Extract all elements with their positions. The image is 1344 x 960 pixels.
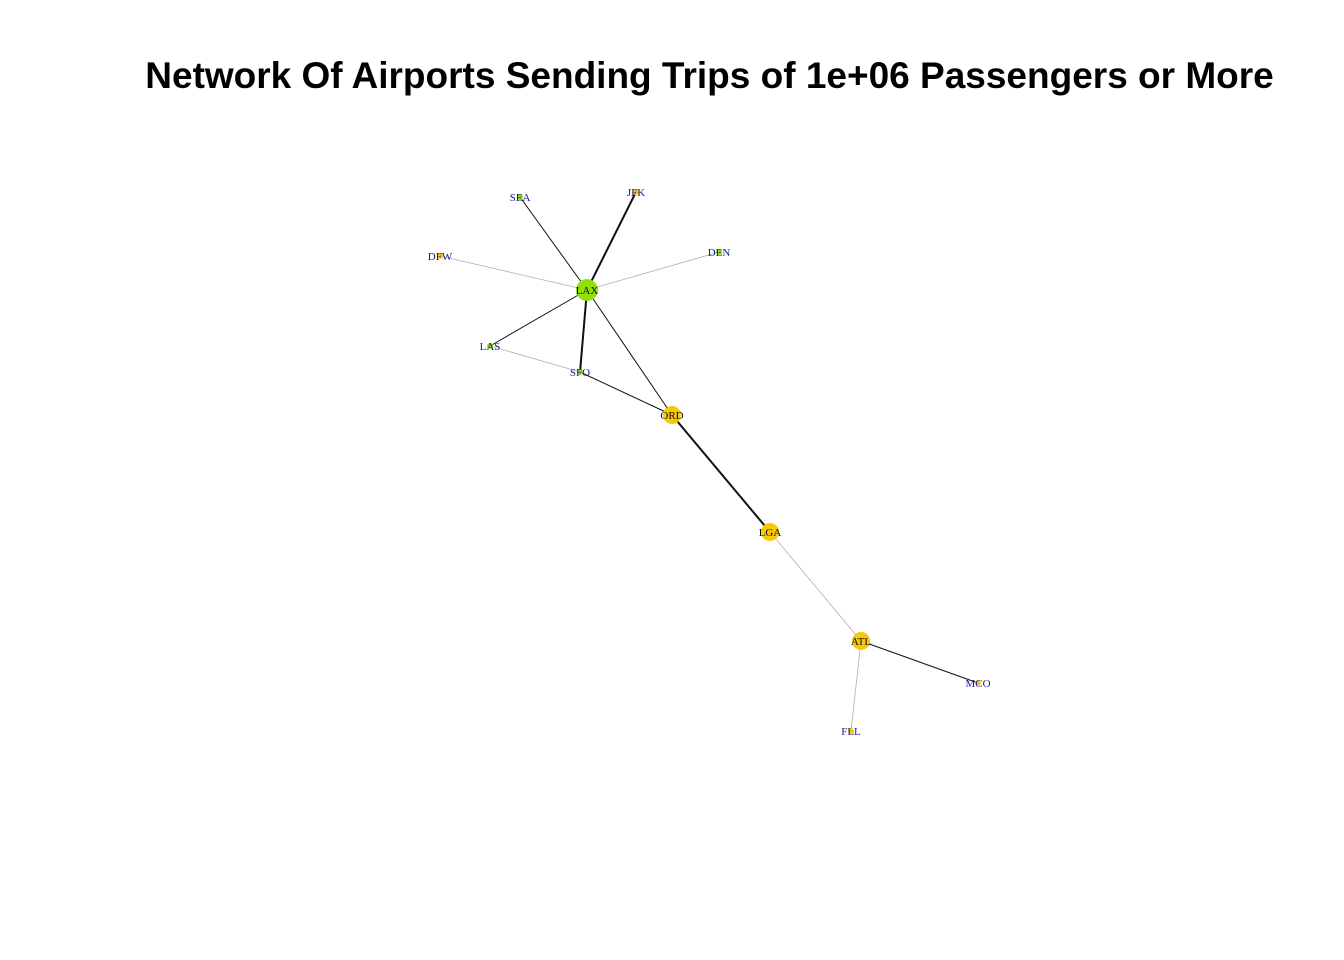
- node-marker: [487, 343, 493, 349]
- edge-lax-dfw: [439, 255, 588, 291]
- node-sea: SEA: [510, 192, 531, 204]
- edge-lax-las: [489, 289, 588, 347]
- node-marker: [663, 406, 681, 424]
- edge-ord-lga: [671, 414, 771, 533]
- node-marker: [633, 189, 639, 195]
- node-marker: [761, 523, 779, 541]
- node-marker: [848, 728, 854, 734]
- node-label: MCO: [965, 678, 990, 690]
- node-label: DFW: [428, 251, 453, 263]
- edge-lga-atl: [769, 531, 862, 642]
- node-atl: ATL: [851, 632, 871, 650]
- edge-lax-jfk: [586, 191, 637, 291]
- edge-lax-sfo: [579, 289, 588, 373]
- node-marker: [716, 249, 722, 255]
- chart-title: Network Of Airports Sending Trips of 1e+…: [145, 55, 1274, 96]
- node-label: SEA: [510, 192, 531, 204]
- node-den: DEN: [708, 247, 731, 259]
- edge-lax-den: [586, 251, 720, 291]
- edge-sfo-ord: [579, 371, 673, 416]
- edge-lax-sea: [519, 196, 588, 291]
- node-las: LAS: [480, 341, 501, 353]
- node-label: LAS: [480, 341, 501, 353]
- node-marker: [576, 279, 598, 301]
- node-lga: LGA: [759, 523, 782, 541]
- node-label: ORD: [660, 410, 683, 422]
- node-label: LGA: [759, 527, 782, 539]
- node-ord: ORD: [660, 406, 684, 424]
- edge-atl-fll: [850, 640, 862, 732]
- node-jfk: JFK: [627, 187, 645, 199]
- node-marker: [975, 680, 981, 686]
- node-lax: LAX: [576, 279, 599, 301]
- node-label: ATL: [851, 636, 871, 648]
- node-label: JFK: [627, 187, 645, 199]
- node-label: SFO: [570, 367, 590, 379]
- node-marker: [437, 253, 443, 259]
- node-label: FLL: [841, 726, 861, 738]
- node-label: LAX: [576, 285, 599, 297]
- node-sfo: SFO: [570, 367, 590, 379]
- node-marker: [517, 194, 523, 200]
- node-label: DEN: [708, 247, 731, 259]
- node-fll: FLL: [841, 726, 861, 738]
- node-dfw: DFW: [428, 251, 453, 263]
- node-marker: [852, 632, 870, 650]
- node-layer: LAX SEA JFK DEN DFW LAS SFO ORD LGA ATL MCO FLL: [428, 187, 991, 738]
- node-marker: [577, 369, 583, 375]
- node-mco: MCO: [965, 678, 990, 690]
- edge-las-sfo: [489, 345, 581, 373]
- edge-layer: [439, 191, 979, 732]
- edge-lax-ord: [586, 289, 673, 416]
- edge-atl-mco: [860, 640, 979, 684]
